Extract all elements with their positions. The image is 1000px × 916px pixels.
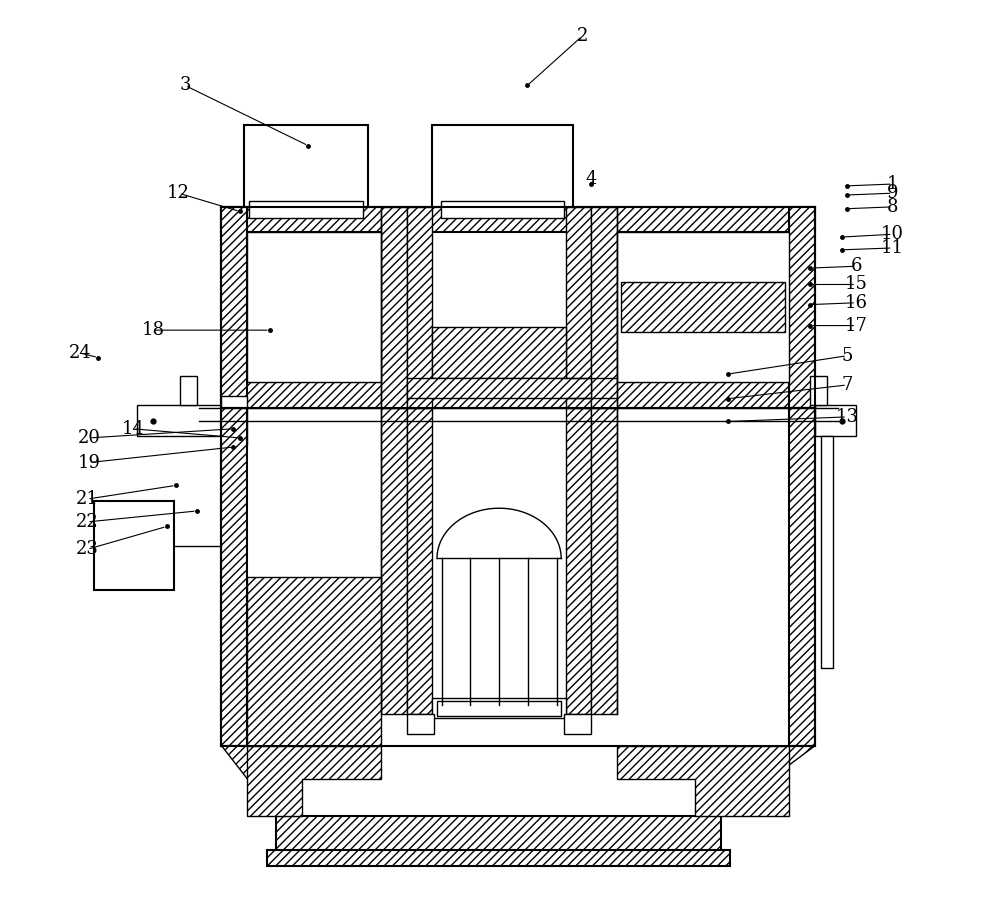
Text: 19: 19 — [78, 453, 101, 472]
Text: 15: 15 — [845, 276, 868, 293]
Text: 10: 10 — [881, 225, 904, 244]
Text: 3: 3 — [179, 76, 191, 94]
Polygon shape — [247, 746, 381, 816]
Bar — [247, 408, 381, 714]
Text: 7: 7 — [841, 376, 853, 394]
Bar — [221, 207, 815, 233]
Text: 16: 16 — [845, 294, 868, 311]
Bar — [407, 714, 434, 734]
Text: 8: 8 — [887, 198, 898, 216]
Bar — [244, 125, 368, 207]
Bar — [381, 207, 407, 408]
Bar — [564, 714, 591, 734]
Bar — [432, 698, 566, 718]
Bar — [267, 850, 730, 867]
Bar — [249, 202, 363, 218]
Text: 1: 1 — [887, 175, 898, 193]
Bar — [137, 405, 221, 436]
Bar — [247, 577, 381, 746]
Text: 20: 20 — [78, 429, 100, 447]
Bar — [432, 408, 566, 714]
Text: 21: 21 — [76, 490, 99, 508]
Bar — [276, 816, 721, 853]
Bar — [437, 701, 561, 715]
Bar — [180, 376, 197, 405]
Bar — [221, 396, 247, 445]
Bar — [233, 436, 246, 668]
Bar — [566, 207, 591, 408]
Bar — [407, 377, 591, 398]
Bar — [810, 376, 827, 405]
Bar — [221, 408, 247, 746]
Text: 12: 12 — [167, 184, 190, 202]
Bar — [815, 405, 856, 436]
Text: 11: 11 — [881, 239, 904, 257]
Text: 23: 23 — [76, 540, 99, 559]
Text: 2: 2 — [577, 27, 588, 45]
Bar — [789, 207, 815, 408]
Text: 6: 6 — [850, 257, 862, 275]
Bar — [432, 327, 566, 377]
Bar — [591, 207, 617, 408]
Text: 5: 5 — [841, 347, 853, 365]
Bar — [821, 436, 833, 668]
Bar — [221, 207, 247, 408]
Polygon shape — [695, 746, 815, 816]
Polygon shape — [617, 746, 789, 816]
Bar — [221, 382, 815, 408]
Bar — [566, 408, 591, 714]
Bar — [247, 233, 381, 382]
Bar — [591, 408, 617, 714]
Text: 4: 4 — [586, 170, 597, 189]
Bar — [94, 501, 174, 591]
Text: 17: 17 — [845, 317, 868, 334]
Bar — [789, 408, 815, 746]
Bar — [617, 408, 789, 714]
Text: 14: 14 — [121, 420, 144, 438]
Bar — [432, 125, 573, 207]
Bar — [407, 207, 432, 408]
Text: 22: 22 — [76, 513, 99, 531]
Bar — [441, 202, 564, 218]
Bar — [381, 408, 407, 714]
Polygon shape — [221, 746, 302, 816]
Text: 24: 24 — [69, 344, 91, 362]
Bar — [617, 233, 789, 382]
Bar — [407, 408, 432, 714]
Bar — [621, 282, 785, 333]
Text: 18: 18 — [141, 322, 164, 339]
Text: 9: 9 — [887, 184, 898, 202]
Text: 13: 13 — [836, 408, 859, 426]
